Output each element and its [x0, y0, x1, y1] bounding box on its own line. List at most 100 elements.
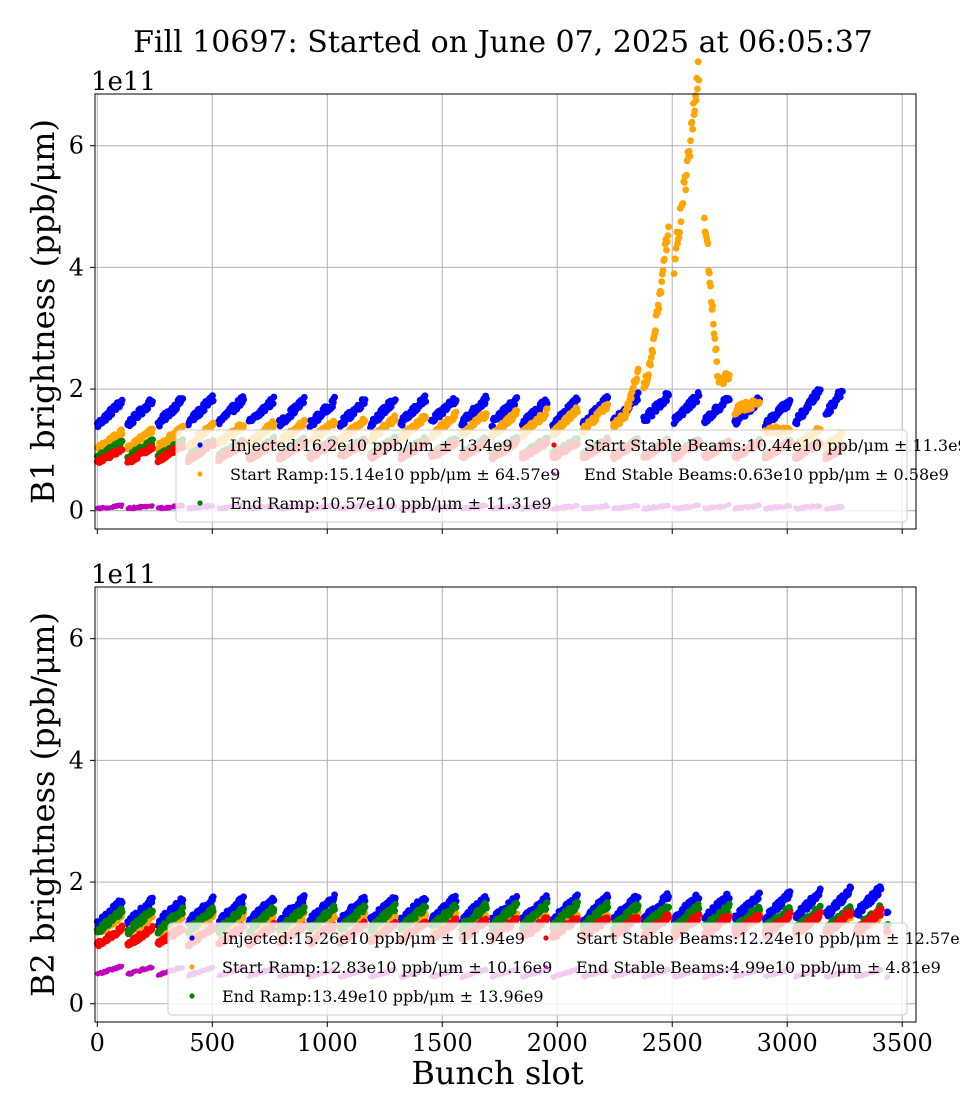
- data-point: [179, 422, 187, 430]
- data-point: [705, 269, 713, 277]
- data-point: [704, 240, 712, 248]
- data-point: [652, 327, 659, 335]
- y-tick-label: 4: [69, 253, 84, 281]
- data-point: [150, 503, 155, 508]
- data-point: [149, 425, 156, 433]
- data-point: [118, 437, 126, 445]
- data-point: [118, 446, 126, 454]
- data-point: [118, 899, 126, 906]
- data-point: [725, 371, 733, 379]
- data-point: [805, 404, 812, 412]
- data-point: [663, 246, 670, 254]
- data-point: [691, 107, 699, 115]
- data-point: [209, 893, 217, 901]
- data-point: [240, 422, 248, 430]
- legend-entry: End Ramp:10.57e10 ppb/μm ± 11.31e9: [230, 494, 552, 513]
- data-point: [421, 392, 429, 400]
- data-point: [645, 371, 652, 379]
- data-point: [693, 398, 701, 406]
- data-point: [676, 229, 683, 236]
- data-point: [827, 408, 835, 415]
- data-point: [391, 396, 399, 404]
- data-point: [269, 400, 277, 407]
- data-point: [643, 417, 651, 424]
- data-point: [270, 896, 278, 904]
- data-point: [665, 223, 672, 231]
- data-point: [300, 399, 307, 407]
- data-point: [709, 302, 717, 310]
- data-point: [694, 58, 702, 66]
- data-point: [240, 396, 248, 403]
- data-point: [542, 411, 550, 418]
- y-tick-label: 0: [69, 497, 84, 525]
- data-point: [543, 400, 551, 407]
- data-point: [118, 430, 126, 437]
- data-point: [179, 395, 187, 403]
- data-point: [543, 405, 551, 413]
- series-start-ramp: [93, 58, 846, 453]
- data-point: [694, 85, 701, 93]
- data-point: [270, 420, 278, 428]
- data-point: [687, 137, 694, 145]
- data-point: [513, 394, 521, 401]
- data-point: [633, 375, 641, 383]
- data-point: [149, 436, 156, 443]
- data-point: [664, 232, 672, 240]
- data-point: [483, 410, 490, 417]
- data-point: [658, 278, 666, 285]
- y-tick-label: 6: [69, 132, 84, 160]
- data-point: [483, 395, 490, 402]
- data-point: [686, 152, 694, 160]
- legend-entry: Start Ramp:15.14e10 ppb/μm ± 64.57e9: [230, 465, 560, 484]
- data-point: [655, 305, 663, 313]
- data-point: [604, 394, 612, 401]
- data-point: [688, 118, 696, 126]
- data-point: [300, 416, 308, 424]
- data-point: [657, 289, 665, 297]
- data-point: [725, 396, 733, 404]
- legend-marker: [197, 500, 203, 506]
- data-point: [683, 171, 690, 179]
- data-point: [647, 361, 654, 369]
- data-point: [677, 218, 685, 226]
- data-point: [634, 365, 642, 373]
- data-point: [670, 270, 678, 277]
- data-point: [209, 419, 217, 427]
- data-point: [634, 396, 641, 404]
- data-point: [679, 200, 687, 207]
- data-point: [452, 408, 460, 416]
- data-point: [604, 400, 612, 408]
- figure-title: Fill 10697: Started on June 07, 2025 at …: [133, 25, 873, 60]
- data-point: [391, 416, 399, 424]
- data-point: [692, 96, 700, 104]
- legend-marker: [197, 471, 203, 477]
- data-point: [200, 407, 208, 414]
- data-point: [712, 345, 720, 353]
- data-point: [149, 894, 156, 902]
- data-point: [270, 393, 278, 401]
- data-point: [630, 384, 637, 392]
- legend-marker: [197, 442, 203, 448]
- data-point: [623, 410, 630, 418]
- data-point: [119, 502, 125, 507]
- data-point: [331, 393, 338, 401]
- data-point: [634, 389, 642, 397]
- y-scale-label: 1e11: [91, 67, 156, 97]
- data-point: [707, 282, 714, 290]
- data-point: [627, 395, 635, 402]
- data-point: [149, 398, 156, 405]
- data-point: [786, 396, 794, 404]
- data-point: [179, 896, 187, 904]
- data-point: [422, 398, 430, 405]
- legend-entry: Injected:16.2e10 ppb/μm ± 13.4e9: [230, 436, 513, 455]
- data-point: [713, 358, 721, 365]
- data-point: [513, 407, 521, 414]
- data-point: [149, 444, 156, 452]
- data-point: [711, 335, 719, 342]
- data-point: [361, 396, 369, 404]
- data-point: [695, 392, 703, 399]
- data-point: [682, 186, 690, 194]
- data-point: [209, 397, 217, 405]
